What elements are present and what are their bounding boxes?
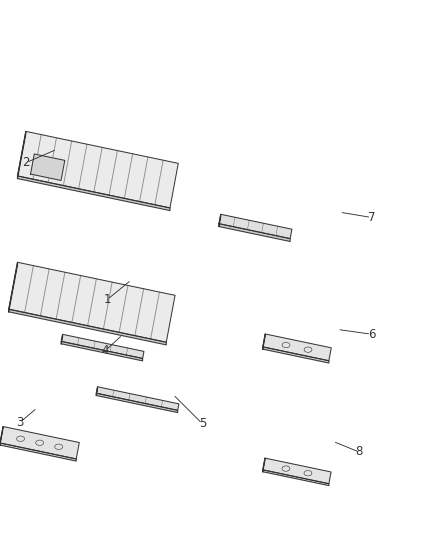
Polygon shape <box>9 262 18 312</box>
Text: 1: 1 <box>103 293 111 306</box>
Polygon shape <box>0 426 79 459</box>
Polygon shape <box>96 387 98 395</box>
Polygon shape <box>263 470 329 486</box>
Polygon shape <box>263 334 331 361</box>
Text: 3: 3 <box>16 416 23 429</box>
Text: 7: 7 <box>367 211 375 224</box>
Polygon shape <box>61 334 144 359</box>
Polygon shape <box>61 334 63 344</box>
Polygon shape <box>31 154 65 181</box>
Polygon shape <box>18 131 26 179</box>
Polygon shape <box>219 214 292 239</box>
Polygon shape <box>263 334 265 349</box>
Polygon shape <box>0 426 3 445</box>
Polygon shape <box>219 214 221 227</box>
Text: 6: 6 <box>367 328 375 341</box>
Polygon shape <box>96 387 179 410</box>
Text: 4: 4 <box>101 344 109 357</box>
Polygon shape <box>18 131 178 208</box>
Text: 2: 2 <box>22 156 30 169</box>
Text: 8: 8 <box>356 446 363 458</box>
Polygon shape <box>96 393 178 413</box>
Polygon shape <box>18 176 170 211</box>
Polygon shape <box>9 262 175 342</box>
Polygon shape <box>219 224 290 241</box>
Polygon shape <box>0 443 76 461</box>
Polygon shape <box>61 342 143 361</box>
Polygon shape <box>263 458 331 484</box>
Polygon shape <box>263 347 329 363</box>
Text: 5: 5 <box>199 417 206 430</box>
Polygon shape <box>9 309 166 345</box>
Polygon shape <box>263 458 265 472</box>
